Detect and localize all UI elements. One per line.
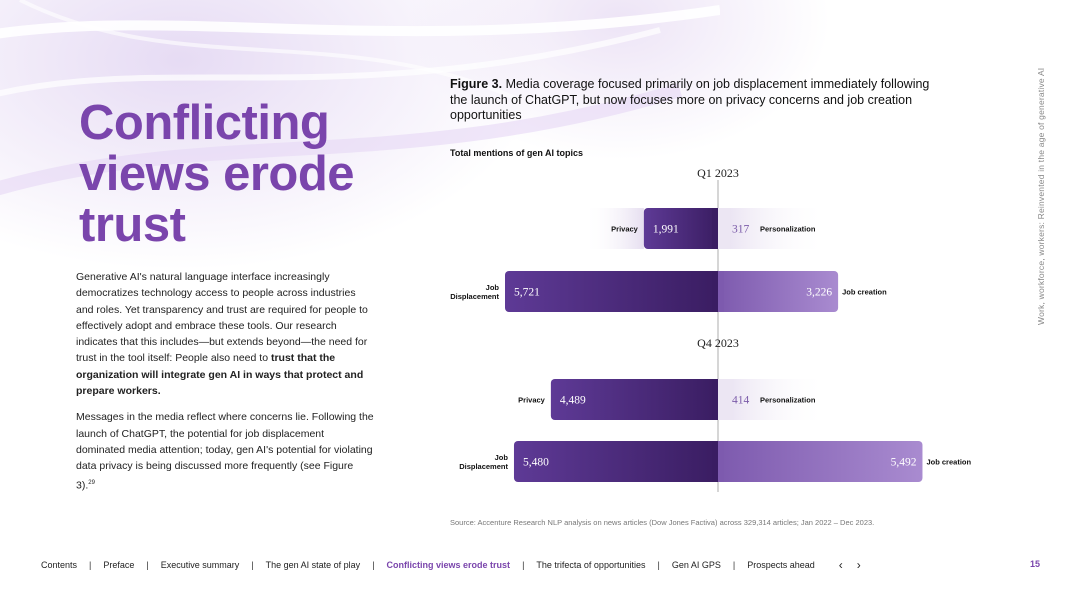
footer-nav: Contents | Preface | Executive summary | The g… (41, 558, 861, 572)
paragraph-1-text: Generative AI's natural language interfa… (76, 271, 368, 365)
footnote-ref[interactable]: 29 (88, 479, 95, 486)
nav-separator: | (657, 560, 660, 570)
category-label-right: Personalization (760, 396, 816, 405)
nav-separator: | (89, 560, 92, 570)
running-header: Work, workforce, workers: Reinvented in … (1036, 67, 1046, 325)
body-text: Generative AI's natural language interfa… (76, 269, 374, 503)
nav-separator: | (146, 560, 149, 570)
bar-left (513, 441, 718, 482)
panel-title: Q4 2023 (697, 336, 739, 350)
figure-label: Figure 3. (450, 77, 503, 91)
category-label-right: Job creation (926, 458, 971, 467)
value-label-left: 1,991 (653, 224, 679, 236)
category-label-right: Job creation (842, 288, 887, 297)
page-title-line-1: Conflicting (79, 96, 330, 150)
bar-left (505, 271, 718, 312)
category-label-right: Personalization (760, 225, 816, 234)
nav-separator: | (522, 560, 525, 570)
page-arrows: ‹ › (839, 558, 861, 572)
value-label-left: 4,489 (560, 395, 586, 407)
nav-link-conflicting-views-erode-trust[interactable]: Conflicting views erode trust (386, 560, 511, 570)
nav-link-prospects-ahead[interactable]: Prospects ahead (747, 560, 815, 570)
value-label-right: 414 (732, 395, 750, 407)
chevron-left-icon[interactable]: ‹ (838, 558, 843, 572)
nav-link-gen-ai-gps[interactable]: Gen AI GPS (671, 560, 721, 570)
bar-left-joint (712, 441, 718, 482)
nav-link-executive-summary[interactable]: Executive summary (160, 560, 240, 570)
category-label-left: Privacy (518, 396, 546, 405)
nav-link-the-trifecta-of-opportunities[interactable]: The trifecta of opportunities (536, 560, 646, 570)
page-number: 15 (1030, 559, 1041, 569)
bar-right-joint (718, 441, 724, 482)
bar-track (718, 379, 828, 420)
bar-right (718, 441, 923, 482)
page-title-line-3: trust (79, 198, 186, 252)
paragraph-1: Generative AI's natural language interfa… (76, 269, 374, 399)
figure-caption: Figure 3. Media coverage focused primari… (450, 77, 930, 124)
bar-right (718, 208, 730, 249)
bar-right-joint (718, 271, 724, 312)
page-title-line-2: views erode (79, 147, 355, 201)
value-label-right: 317 (732, 224, 750, 236)
bar-right (718, 271, 839, 312)
bar-left (643, 208, 718, 249)
bar-left-joint (712, 271, 718, 312)
nav-separator: | (732, 560, 736, 570)
bar-left (550, 379, 718, 420)
category-label-left: Privacy (611, 225, 639, 234)
chevron-right-icon[interactable]: › (856, 558, 861, 572)
source-note: Source: Accenture Research NLP analysis … (450, 518, 875, 527)
value-label-left: 5,480 (523, 457, 549, 469)
paragraph-1-bold: trust that the organization will integra… (76, 352, 364, 398)
nav-link-contents[interactable]: Contents (41, 560, 78, 570)
bar-track (583, 208, 644, 249)
paragraph-2-text: Messages in the media reflect where conc… (76, 411, 374, 492)
nav-link-preface[interactable]: Preface (103, 560, 135, 570)
value-label-right: 3,226 (806, 287, 832, 299)
nav-separator: | (251, 560, 254, 570)
chart-subtitle: Total mentions of gen AI topics (450, 148, 584, 158)
page-title: Conflicting views erode trust (79, 98, 399, 251)
bar-right (718, 379, 734, 420)
value-label-left: 5,721 (514, 287, 540, 299)
nav-separator: | (372, 560, 375, 570)
panel-title: Q1 2023 (697, 166, 739, 180)
paragraph-2: Messages in the media reflect where conc… (76, 409, 374, 493)
nav-link-the-gen-ai-state-of-play[interactable]: The gen AI state of play (265, 560, 361, 570)
bar-left-joint (712, 379, 718, 420)
category-label-left: Job Displacement (450, 283, 499, 301)
bar-track (718, 208, 828, 249)
category-label-left: Job Displacement (459, 453, 508, 471)
figure-caption-text: Media coverage focused primarily on job … (450, 77, 930, 122)
value-label-right: 5,492 (891, 457, 917, 469)
bar-left-joint (712, 208, 718, 249)
